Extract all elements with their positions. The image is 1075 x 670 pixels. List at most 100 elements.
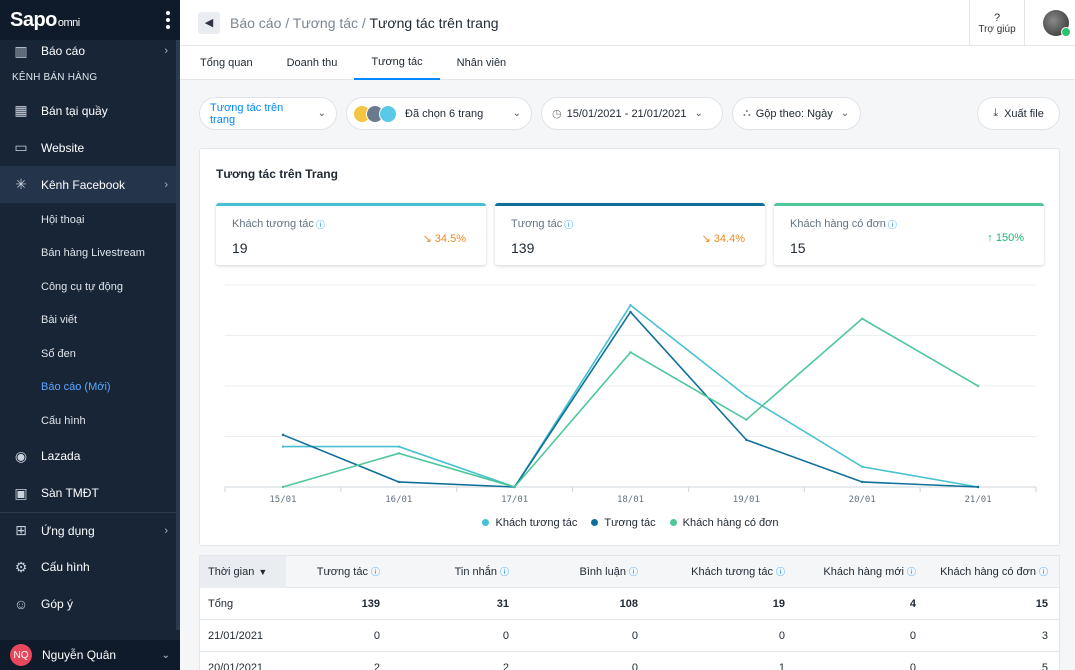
series-point-0 — [861, 465, 864, 468]
gear-icon: ⚙ — [14, 558, 28, 575]
sidebar-item-reports[interactable]: ▥ Báo cáo › — [0, 40, 180, 62]
sidebar-item-apps[interactable]: ⊞ Ứng dụng › — [0, 511, 180, 549]
kpi-change: ↘ 34.4% — [701, 233, 745, 245]
type-filter-select[interactable]: Tương tác trên trang ⌄ — [199, 97, 337, 130]
page-avatar-icon — [379, 104, 397, 123]
series-point-2 — [513, 485, 516, 489]
tab-staff[interactable]: Nhân viên — [456, 57, 507, 69]
sidebar-sub-livestream[interactable]: Bán hàng Livestream — [41, 247, 145, 260]
tab-revenue[interactable]: Doanh thu — [286, 57, 338, 69]
chevron-down-icon: ⌄ — [317, 108, 326, 119]
sidebar-user[interactable]: NQ Nguyễn Quân ⌄ — [0, 640, 180, 670]
series-point-0 — [281, 445, 285, 448]
chevron-right-icon: › — [164, 524, 168, 537]
col-header-customers[interactable]: Khách tương tác ⓘ — [691, 566, 785, 578]
x-tick-label: 20/01 — [849, 495, 876, 505]
kpi-value: 19 — [232, 240, 248, 256]
card-title: Tương tác trên Trang — [216, 167, 338, 181]
series-point-1 — [861, 480, 864, 484]
lazada-icon: ◉ — [14, 447, 28, 464]
kpi-card-interactions[interactable]: Tương tác ⓘ 139 ↘ 34.4% — [495, 203, 765, 265]
date-range-picker[interactable]: ◷ 15/01/2021 - 21/01/2021 ⌄ — [541, 97, 723, 130]
series-point-2 — [629, 351, 632, 354]
sidebar: Sapoomni ▥ Báo cáo › KÊNH BÁN HÀNG ▦ Bán… — [0, 0, 180, 670]
sidebar-item-feedback[interactable]: ☺ Góp ý — [13, 596, 74, 612]
chart-icon: ▥ — [14, 42, 28, 59]
breadcrumb-sep: / — [281, 14, 293, 31]
info-icon[interactable]: ⓘ — [887, 220, 897, 230]
help-button[interactable]: ? Trợ giúp — [969, 0, 1025, 46]
series-point-2 — [861, 317, 864, 320]
series-line-2 — [282, 317, 979, 488]
kpi-change: ↑ 150% — [987, 232, 1024, 244]
series-point-0 — [745, 394, 748, 398]
x-tick-label: 17/01 — [501, 495, 528, 505]
info-icon[interactable]: ⓘ — [564, 220, 574, 230]
kpi-card-customers[interactable]: Khách tương tác ⓘ 19 ↘ 34.5% — [216, 203, 486, 265]
col-header-comments[interactable]: Bình luận ⓘ — [579, 566, 639, 578]
breadcrumb-reports[interactable]: Báo cáo — [230, 14, 282, 31]
menu-kebab-icon[interactable] — [166, 11, 170, 29]
group-icon: ⛬ — [743, 107, 751, 119]
table-row: 20/01/2021 2 2 0 1 0 5 — [200, 652, 1059, 670]
chevron-down-icon: ⌄ — [840, 108, 850, 119]
kpi-label: Khách tương tác — [232, 218, 314, 230]
chevron-down-icon: ⌄ — [161, 649, 170, 661]
kpi-change: ↘ 34.5% — [422, 233, 466, 245]
col-header-ordering-customers[interactable]: Khách hàng có đơn ⓘ — [940, 566, 1048, 578]
back-button[interactable]: ◀ — [198, 11, 220, 34]
sapo-logo[interactable]: Sapoomni — [10, 8, 80, 31]
user-avatar: NQ — [10, 644, 32, 666]
sidebar-item-lazada[interactable]: ◉ Lazada — [0, 438, 180, 475]
user-name: Nguyễn Quân — [42, 648, 117, 662]
info-icon: ⓘ — [906, 567, 916, 577]
sidebar-item-pos[interactable]: ▦ Bán tại quầy — [0, 92, 180, 129]
sidebar-sub-settings[interactable]: Cấu hình — [41, 414, 86, 427]
legend-item-ordering-customers[interactable]: Khách hàng có đơn — [669, 517, 779, 529]
page-filter-select[interactable]: Đã chọn 6 trang ⌄ — [346, 97, 532, 130]
info-icon[interactable]: ⓘ — [315, 220, 325, 230]
sidebar-item-marketplace[interactable]: ▣ Sàn TMĐT — [0, 475, 180, 512]
chevron-down-icon: ⌄ — [512, 108, 521, 119]
legend-item-customers[interactable]: Khách tương tác — [482, 517, 577, 529]
series-point-2 — [281, 485, 285, 489]
x-tick-label: 18/01 — [617, 495, 644, 505]
breadcrumb-interaction[interactable]: Tương tác — [292, 14, 359, 31]
export-file-button[interactable]: ⤓ Xuất file — [977, 97, 1060, 130]
line-chart[interactable]: 15/01 16/01 17/01 18/01 19/01 20/01 21/01 — [200, 149, 1061, 547]
sidebar-sub-conversations[interactable]: Hội thoại — [41, 213, 85, 226]
network-icon: ✳ — [15, 176, 27, 192]
chevron-right-icon: › — [164, 45, 168, 57]
sidebar-item-settings[interactable]: ⚙ Cấu hình — [0, 549, 180, 586]
x-tick-label: 19/01 — [733, 495, 760, 505]
sidebar-item-facebook[interactable]: ✳ Kênh Facebook › — [0, 166, 180, 203]
tab-overview[interactable]: Tổng quan — [200, 57, 253, 69]
download-icon: ⤓ — [993, 107, 999, 119]
info-icon: ⓘ — [775, 567, 785, 577]
group-by-select[interactable]: ⛬ Gộp theo: Ngày ⌄ — [732, 97, 861, 130]
col-header-new-customers[interactable]: Khách hàng mới ⓘ — [823, 566, 916, 578]
legend-item-interactions[interactable]: Tương tác — [591, 517, 656, 529]
stats-table: Thời gian ▼ Tương tác ⓘ Tin nhắn ⓘ Bình luậ… — [199, 555, 1060, 670]
help-icon: ? — [993, 11, 1001, 24]
col-header-interactions[interactable]: Tương tác ⓘ — [316, 566, 380, 578]
sidebar-scrollbar[interactable] — [176, 40, 180, 630]
monitor-icon: ▭ — [14, 139, 28, 155]
kpi-card-ordering-customers[interactable]: Khách hàng có đơn ⓘ 15 ↑ 150% — [774, 203, 1044, 265]
sidebar-sub-blacklist[interactable]: Sổ đen — [41, 347, 76, 360]
sidebar-sub-automation[interactable]: Công cụ tự động — [41, 280, 123, 293]
tab-interaction[interactable]: Tương tác — [354, 46, 440, 80]
series-line-1 — [282, 310, 979, 488]
sidebar-sub-reports-new[interactable]: Báo cáo (Mới) — [41, 381, 111, 394]
account-avatar[interactable] — [1043, 10, 1071, 37]
report-tabs: Tổng quan Doanh thu Tương tác Nhân viên — [180, 46, 1075, 80]
table-row: 21/01/2021 0 0 0 0 0 3 — [200, 620, 1059, 652]
col-header-time[interactable]: Thời gian ▼ — [200, 555, 286, 588]
sidebar-item-website[interactable]: ▭ Website — [0, 129, 180, 166]
series-point-1 — [976, 485, 980, 489]
col-header-messages[interactable]: Tin nhắn ⓘ — [454, 566, 509, 578]
sidebar-sub-posts[interactable]: Bài viết — [41, 314, 78, 327]
clock-icon: ◷ — [552, 108, 562, 120]
table-row-total: Tổng 139 31 108 19 4 15 — [200, 588, 1059, 620]
sidebar-section-label: KÊNH BÁN HÀNG — [12, 71, 98, 83]
